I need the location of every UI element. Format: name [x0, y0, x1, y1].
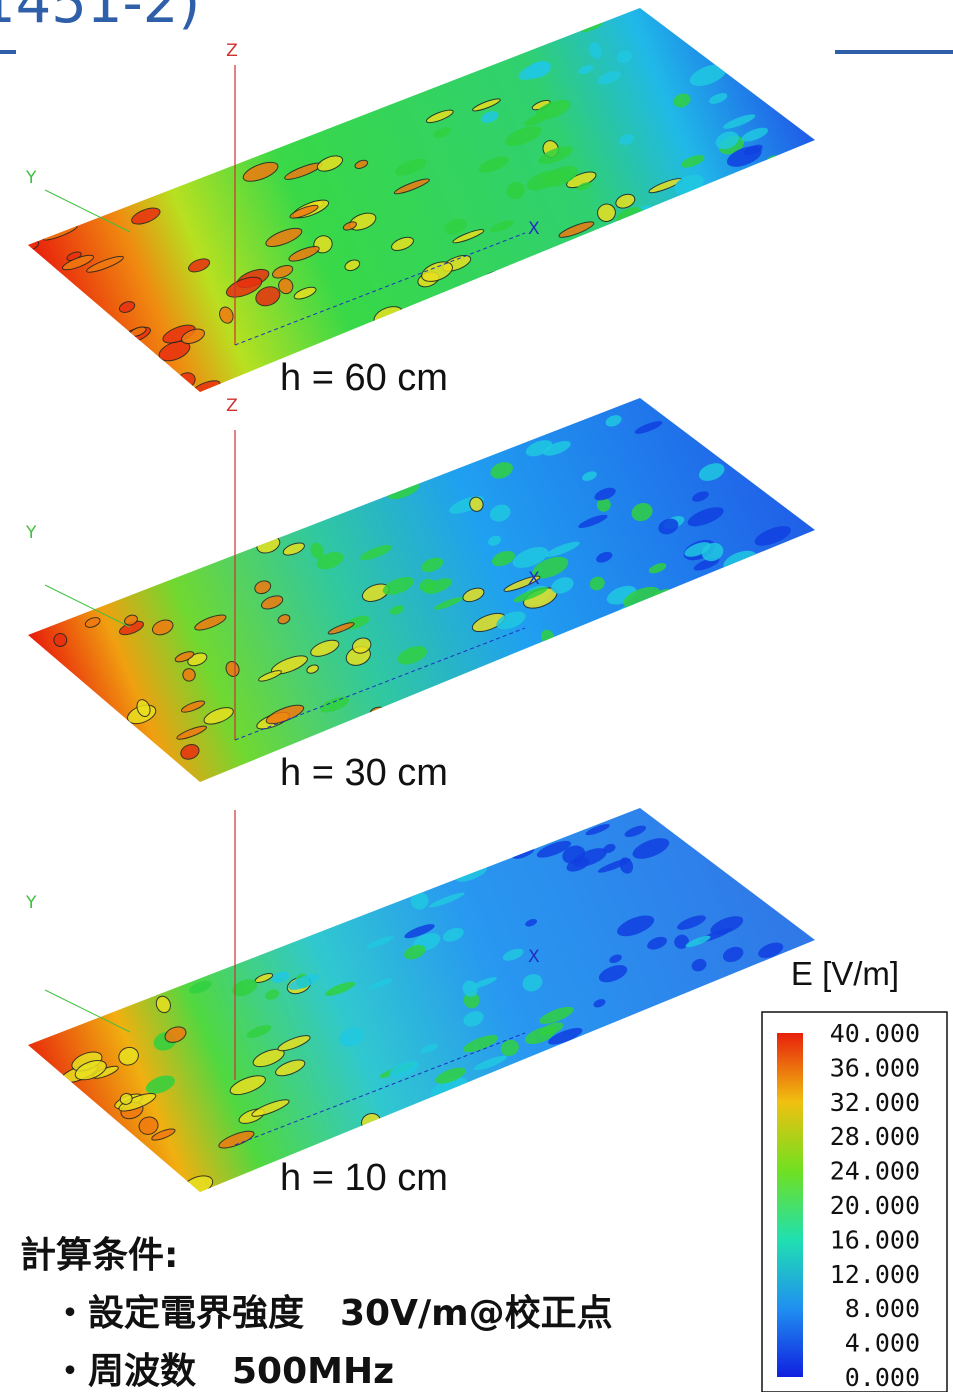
colorbar: [777, 1033, 803, 1377]
conditions-title: 計算条件:: [20, 1235, 178, 1276]
legend-title: E [V/m]: [791, 955, 899, 992]
legend-tick-label: 40.000: [830, 1019, 920, 1048]
y-axis-label: Y: [25, 168, 37, 188]
legend-tick-label: 0.000: [845, 1363, 920, 1392]
z-axis-label: Z: [226, 396, 238, 416]
z-axis-label: Z: [226, 41, 238, 61]
legend-tick-label: 36.000: [830, 1053, 920, 1082]
legend-tick-label: 16.000: [830, 1225, 920, 1254]
field-plot: Z Y Xh = 30 cm: [25, 396, 815, 794]
height-label: h = 10 cm: [280, 1157, 448, 1199]
height-label: h = 60 cm: [280, 357, 448, 399]
condition-item: ・設定電界強度 30V/m@校正点: [52, 1293, 613, 1334]
field-plot: Z Y Xh = 60 cm: [23, 8, 815, 399]
legend-tick-label: 20.000: [830, 1191, 920, 1220]
y-axis-label: Y: [25, 523, 37, 543]
legend-tick-label: 12.000: [830, 1260, 920, 1289]
header-title: 1451-2): [0, 0, 200, 36]
legend-tick-label: 4.000: [845, 1329, 920, 1358]
x-axis-label: X: [528, 219, 540, 239]
height-label: h = 30 cm: [280, 752, 448, 794]
conditions: ・設定電界強度 30V/m@校正点・周波数 500MHz: [52, 1293, 613, 1392]
x-axis-label: X: [528, 947, 540, 967]
condition-item: ・周波数 500MHz: [52, 1351, 394, 1392]
legend-tick-label: 32.000: [830, 1088, 920, 1117]
x-axis-label: X: [528, 569, 540, 589]
figure: 1451-2) Z Y Xh = 60 cm Z Y Xh = 30 cm Y Xh = 10…: [0, 0, 953, 1392]
plots: Z Y Xh = 60 cm Z Y Xh = 30 cm Y Xh = 10 cm: [23, 8, 824, 1199]
legend-tick-label: 24.000: [830, 1157, 920, 1186]
field-plot: Y Xh = 10 cm: [25, 808, 825, 1199]
legend-tick-label: 8.000: [845, 1294, 920, 1323]
y-axis-label: Y: [25, 893, 37, 913]
legend-tick-label: 28.000: [830, 1122, 920, 1151]
page: {"header": {"title": "1451-2)"}, "plots"…: [0, 0, 953, 1392]
